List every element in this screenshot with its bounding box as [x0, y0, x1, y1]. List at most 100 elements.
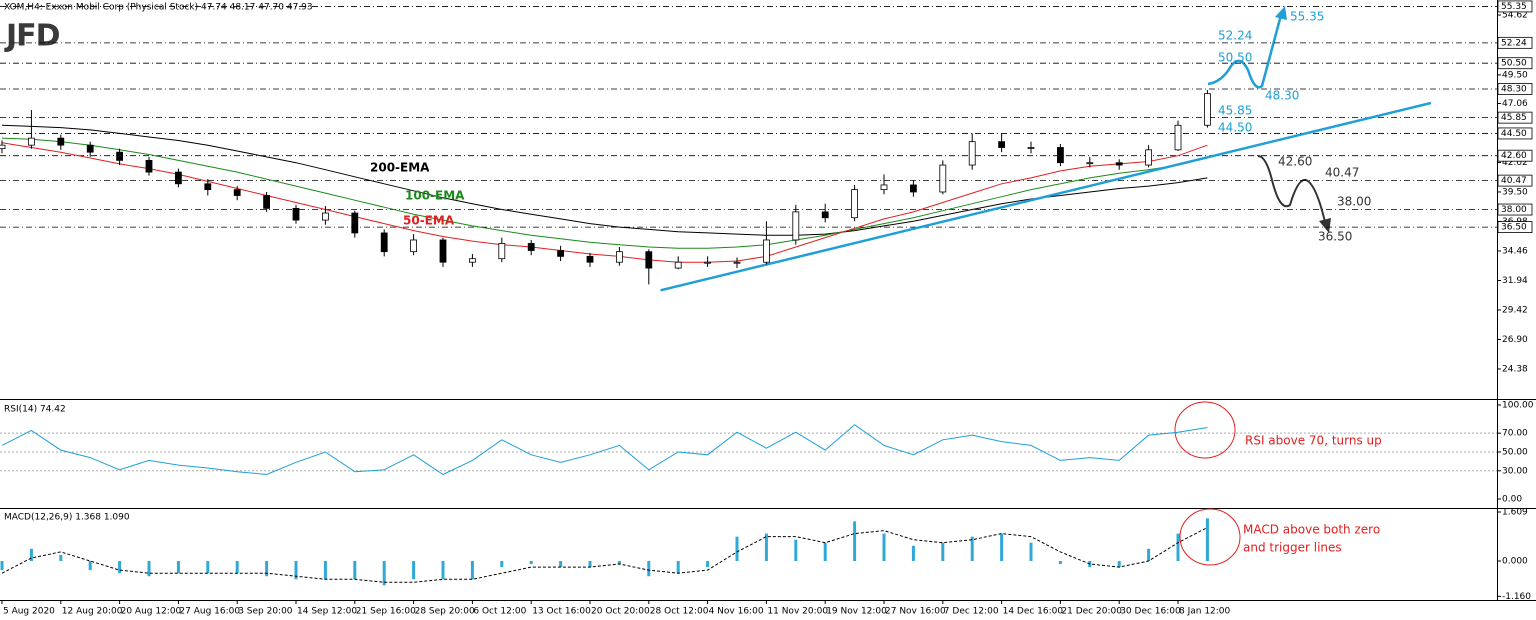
macd-bar — [147, 561, 151, 577]
macd-bar — [382, 561, 386, 586]
macd-bar — [118, 561, 122, 574]
macd-bar — [735, 536, 739, 561]
candle-body — [380, 232, 388, 253]
macd-bar — [794, 539, 798, 561]
x-tick-label: 30 Dec 16:00 — [1120, 607, 1181, 617]
candle-body — [939, 164, 947, 193]
candle-body — [175, 171, 182, 185]
x-tick-label: 11 Nov 20:00 — [767, 607, 828, 617]
macd-bar — [0, 561, 4, 571]
candle-body — [586, 255, 594, 263]
x-tick-label: 28 Sep 20:00 — [415, 607, 475, 617]
level-annotation: 45.85 — [1218, 104, 1252, 118]
candle-body — [233, 189, 241, 196]
candle-body — [1086, 162, 1094, 165]
macd-title: MACD(12,26,9) 1.368 1.090 — [4, 513, 130, 523]
macd-bar — [882, 533, 886, 561]
arrowhead — [1319, 218, 1331, 233]
x-tick-label: 14 Dec 16:00 — [1003, 607, 1064, 617]
candle-body — [1145, 149, 1153, 166]
x-tick-label: 8 Jan 12:00 — [1179, 607, 1231, 617]
signal-line — [1, 527, 1208, 583]
rsi-note: RSI above 70, turns up — [1245, 434, 1382, 448]
candle-body — [704, 261, 712, 264]
y-tick-label: 24.38 — [1502, 364, 1528, 374]
macd-note: and trigger lines — [1243, 541, 1342, 555]
macd-bar — [676, 561, 680, 574]
level-price-label: 52.24 — [1501, 38, 1527, 48]
ema-line — [1, 137, 1208, 249]
ema-label: 200-EMA — [370, 161, 430, 175]
macd-bar — [764, 533, 768, 561]
x-tick-label: 21 Dec 20:00 — [1061, 607, 1122, 617]
level-price-box — [1497, 174, 1533, 187]
level-price-label: 36.50 — [1501, 223, 1527, 233]
candle-body — [1027, 147, 1035, 149]
candle-body — [792, 211, 800, 241]
candle-body — [527, 243, 535, 251]
candle-body — [263, 195, 271, 209]
candle-body — [0, 144, 6, 150]
level-annotation: 48.30 — [1265, 89, 1299, 103]
candle-body — [57, 137, 65, 146]
candle-body — [674, 261, 682, 269]
macd-bar — [588, 561, 592, 568]
candle-body — [292, 207, 300, 221]
macd-bar — [294, 561, 298, 580]
macd-bar — [911, 545, 915, 561]
level-price-box — [1497, 127, 1533, 140]
level-annotation: 42.60 — [1278, 155, 1312, 169]
candle-body — [763, 239, 770, 263]
macd-bar — [1176, 533, 1180, 561]
x-tick-label: 12 Aug 20:00 — [62, 607, 123, 617]
ema-line — [1, 124, 1208, 236]
x-tick-label: 6 Oct 12:00 — [473, 607, 526, 617]
x-tick-label: 4 Nov 16:00 — [709, 607, 764, 617]
macd-bar — [470, 561, 474, 580]
macd-bar — [1029, 542, 1033, 561]
level-annotation: 55.35 — [1290, 10, 1324, 24]
candle-body — [645, 251, 653, 269]
level-price-box — [1497, 221, 1533, 233]
x-tick-label: 20 Oct 20:00 — [591, 607, 650, 617]
candle-body — [86, 144, 94, 153]
macd-bar — [59, 554, 63, 561]
level-annotation: 44.50 — [1218, 121, 1252, 135]
macd-bar — [1058, 561, 1062, 565]
ema-label: 50-EMA — [403, 214, 455, 228]
candle-body — [439, 239, 447, 263]
level-price-label: 50.50 — [1501, 59, 1527, 69]
chart-title: XOM,H4: Exxon Mobil Corp (Physical Stock… — [4, 3, 313, 13]
candle-body — [1115, 162, 1123, 166]
candle-body — [557, 250, 565, 257]
macd-note: MACD above both zero — [1243, 523, 1380, 537]
level-price-box — [1497, 149, 1533, 162]
macd-bar — [353, 561, 357, 580]
y-tick-label: 54.62 — [1502, 10, 1528, 20]
y-tick-label: -1.160 — [1502, 592, 1531, 602]
macd-bar — [323, 561, 327, 580]
macd-bar — [500, 561, 504, 568]
highlight-circle — [1174, 401, 1236, 459]
ema-line — [1, 142, 1208, 263]
macd-bar — [29, 548, 33, 561]
macd-bar — [941, 542, 945, 561]
x-tick-label: 28 Oct 12:00 — [650, 607, 709, 617]
level-price-box — [1497, 203, 1533, 216]
candle-body — [1174, 124, 1182, 151]
level-price-box — [1497, 57, 1533, 70]
level-price-box — [1497, 36, 1533, 49]
level-price-label: 38.00 — [1501, 205, 1527, 215]
macd-bar — [412, 561, 416, 580]
x-tick-label: 7 Dec 12:00 — [944, 607, 999, 617]
x-tick-label: 19 Nov 12:00 — [826, 607, 887, 617]
ema-label: 100-EMA — [405, 189, 465, 203]
macd-bar — [970, 536, 974, 561]
macd-bar — [559, 561, 563, 568]
x-tick-label: 3 Sep 20:00 — [238, 607, 293, 617]
x-tick-label: 13 Oct 16:00 — [532, 607, 591, 617]
macd-bar — [1205, 518, 1209, 561]
macd-bar — [1117, 561, 1121, 568]
bullish-projection — [1207, 14, 1283, 89]
y-tick-label: 49.50 — [1502, 70, 1528, 80]
